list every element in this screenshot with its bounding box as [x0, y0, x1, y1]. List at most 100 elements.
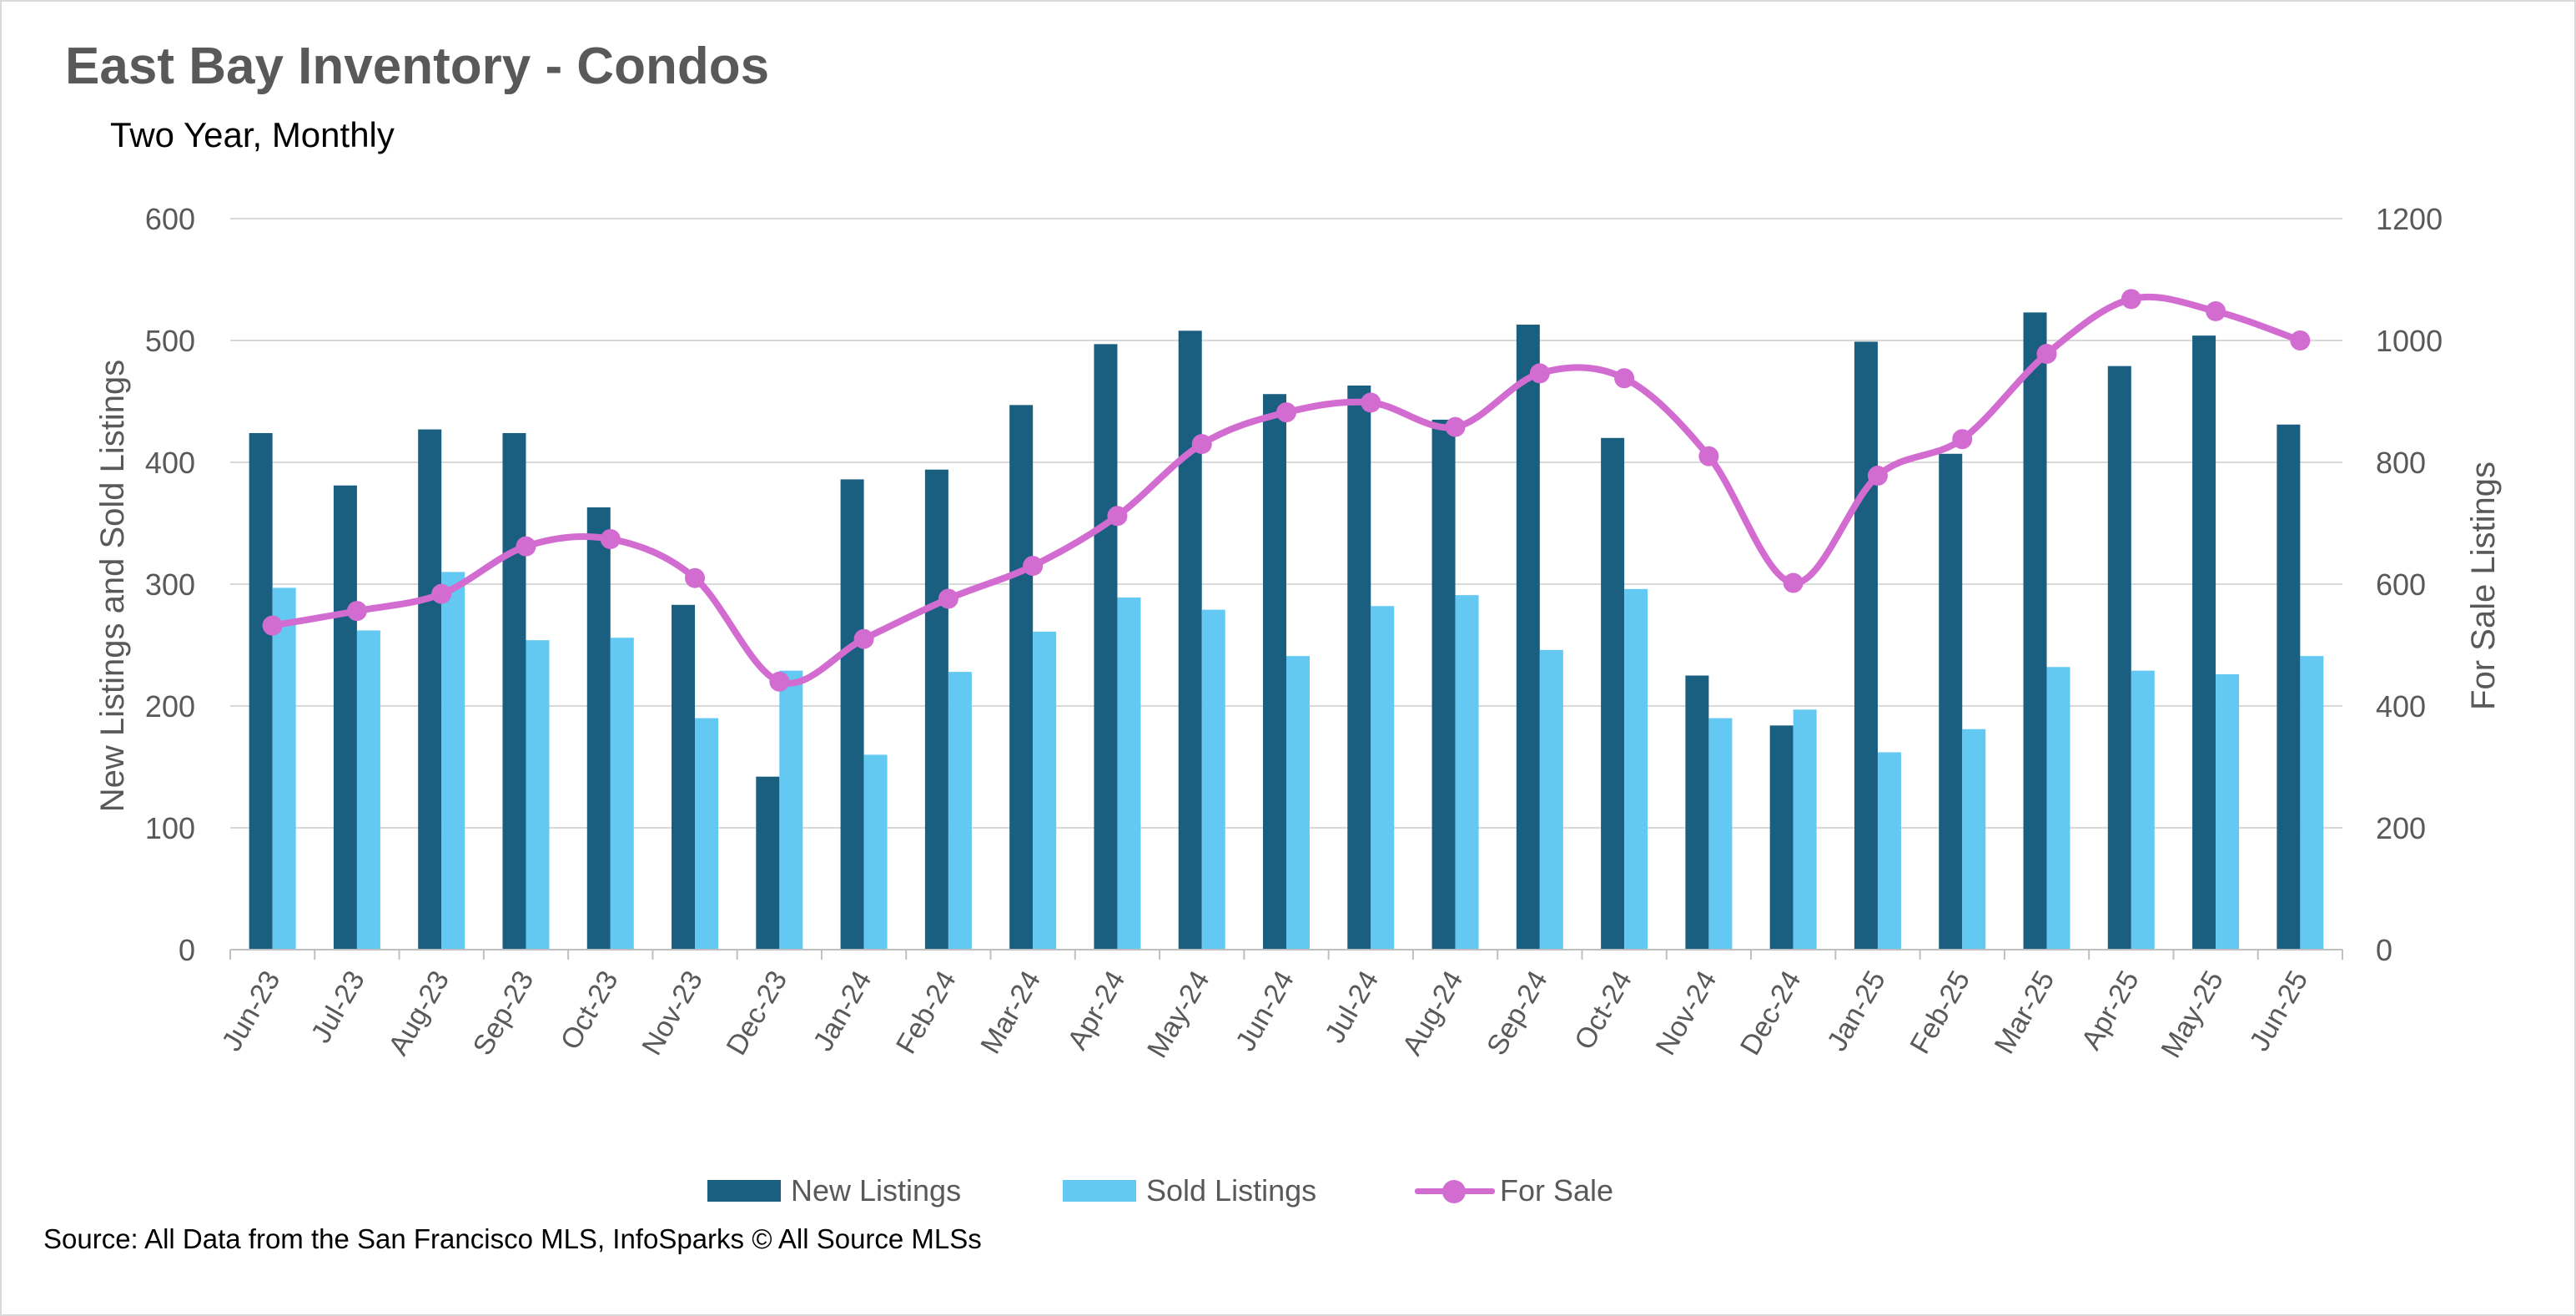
for-sale-point — [1952, 429, 1973, 450]
x-tick-label: Oct-23 — [555, 966, 625, 1055]
bar-sold-listings — [1286, 656, 1310, 950]
for-sale-point — [1107, 506, 1128, 527]
legend-swatch-sold-listings — [1063, 1180, 1136, 1202]
x-tick-label: Mar-25 — [1989, 966, 2061, 1059]
x-tick-label: Jan-24 — [808, 966, 878, 1056]
for-sale-point — [1698, 446, 1719, 466]
y-tick-label: 400 — [145, 446, 195, 480]
bar-new-listings — [418, 429, 442, 950]
bar-sold-listings — [863, 754, 888, 950]
bar-sold-listings — [1962, 729, 1986, 950]
bar-sold-listings — [1117, 597, 1141, 950]
chart-subtitle: Two Year, Monthly — [110, 115, 395, 154]
x-tick-label: Jan-25 — [1821, 966, 1892, 1056]
bar-sold-listings — [695, 718, 719, 950]
bar-new-listings — [502, 432, 526, 950]
for-sale-point — [1614, 368, 1635, 389]
x-tick-label: May-25 — [2155, 966, 2230, 1063]
bar-sold-listings — [356, 630, 380, 950]
legend-label-for-sale: For Sale — [1500, 1173, 1614, 1208]
bar-new-listings — [2277, 424, 2301, 950]
bar-new-listings — [1094, 344, 1118, 950]
bar-new-listings — [586, 507, 611, 950]
bar-new-listings — [1263, 394, 1286, 950]
bar-new-listings — [1601, 437, 1625, 950]
for-sale-point — [1867, 466, 1888, 487]
bar-new-listings — [249, 432, 273, 950]
x-tick-label: Dec-23 — [721, 966, 794, 1061]
x-tick-label: Jun-23 — [216, 966, 287, 1056]
bar-sold-listings — [948, 672, 972, 950]
x-tick-label: Apr-25 — [2075, 966, 2146, 1055]
for-sale-point — [516, 536, 536, 557]
y2-axis-label: For Sale Listings — [2465, 461, 2502, 710]
x-tick-label: Jul-24 — [1319, 966, 1385, 1048]
for-sale-point — [853, 628, 874, 649]
for-sale-point — [431, 583, 452, 604]
bar-new-listings — [2023, 312, 2047, 950]
x-tick-label: Jun-25 — [2243, 966, 2314, 1056]
bar-new-listings — [1347, 386, 1371, 950]
bar-sold-listings — [526, 640, 550, 950]
bar-sold-listings — [2046, 667, 2070, 950]
bar-sold-listings — [2131, 670, 2155, 950]
bar-new-listings — [1685, 675, 1709, 950]
legend-label-sold-listings: Sold Listings — [1146, 1173, 1317, 1208]
bar-sold-listings — [2300, 656, 2324, 950]
bar-sold-listings — [1033, 631, 1057, 950]
x-tick-label: Sep-24 — [1481, 966, 1554, 1061]
for-sale-point — [1783, 572, 1804, 593]
legend-swatch-for-sale — [1415, 1180, 1495, 1203]
bar-sold-listings — [1877, 752, 1901, 950]
bar-sold-listings — [1793, 709, 1817, 950]
bars — [249, 312, 2324, 950]
y-axis-label: New Listings and Sold Listings — [94, 360, 131, 813]
y-tick-label: 200 — [145, 689, 195, 724]
bar-new-listings — [1854, 341, 1878, 950]
x-tick-label: Nov-24 — [1650, 966, 1723, 1061]
bar-new-listings — [2192, 335, 2216, 950]
x-tick-label: Oct-24 — [1568, 966, 1638, 1055]
legend-item-new-listings: New Listings — [707, 1170, 961, 1212]
legend-item-sold-listings: Sold Listings — [1063, 1170, 1316, 1212]
bar-new-listings — [1178, 330, 1202, 950]
source-note: Source: All Data from the San Francisco … — [43, 1223, 982, 1254]
for-sale-point — [769, 671, 790, 692]
for-sale-point — [2290, 330, 2311, 350]
legend: New Listings Sold Listings For Sale — [0, 1170, 2576, 1212]
bar-new-listings — [840, 479, 864, 950]
for-sale-point — [346, 601, 367, 622]
chart-title: East Bay Inventory - Condos — [65, 38, 770, 95]
legend-swatch-new-listings — [707, 1180, 781, 1202]
bar-sold-listings — [2216, 674, 2240, 950]
bar-sold-listings — [1539, 649, 1563, 950]
for-sale-point — [600, 528, 621, 549]
combo-chart: 0 100 200 300 400 500 600 0 200 400 600 800 1000 1200… — [94, 202, 2502, 1063]
bar-new-listings — [1009, 405, 1034, 950]
bar-sold-listings — [1624, 588, 1648, 950]
bar-new-listings — [672, 604, 696, 950]
for-sale-point — [1529, 363, 1550, 384]
bar-new-listings — [2107, 366, 2131, 950]
for-sale-line — [269, 293, 2304, 687]
y2-tick-label: 600 — [2376, 567, 2426, 602]
x-tick-label: Aug-24 — [1396, 966, 1470, 1061]
bar-sold-listings — [1371, 606, 1395, 950]
x-tick-label: Mar-24 — [974, 966, 1047, 1059]
bar-new-listings — [1939, 453, 1963, 950]
bar-sold-listings — [1455, 595, 1479, 950]
for-sale-point — [1445, 416, 1466, 437]
y-tick-label: 100 — [145, 811, 195, 845]
y-tick-label: 500 — [145, 324, 195, 358]
x-tick-label: Jul-23 — [305, 966, 371, 1048]
for-sale-point — [1276, 402, 1296, 423]
bar-new-listings — [924, 469, 948, 950]
bar-sold-listings — [272, 587, 296, 950]
for-sale-point — [262, 615, 283, 636]
bar-new-listings — [333, 485, 357, 950]
for-sale-point — [1361, 392, 1381, 413]
for-sale-point — [2036, 344, 2057, 365]
x-tick-label: Nov-23 — [636, 966, 709, 1061]
bar-sold-listings — [779, 670, 803, 950]
y2-tick-label: 0 — [2376, 933, 2392, 967]
